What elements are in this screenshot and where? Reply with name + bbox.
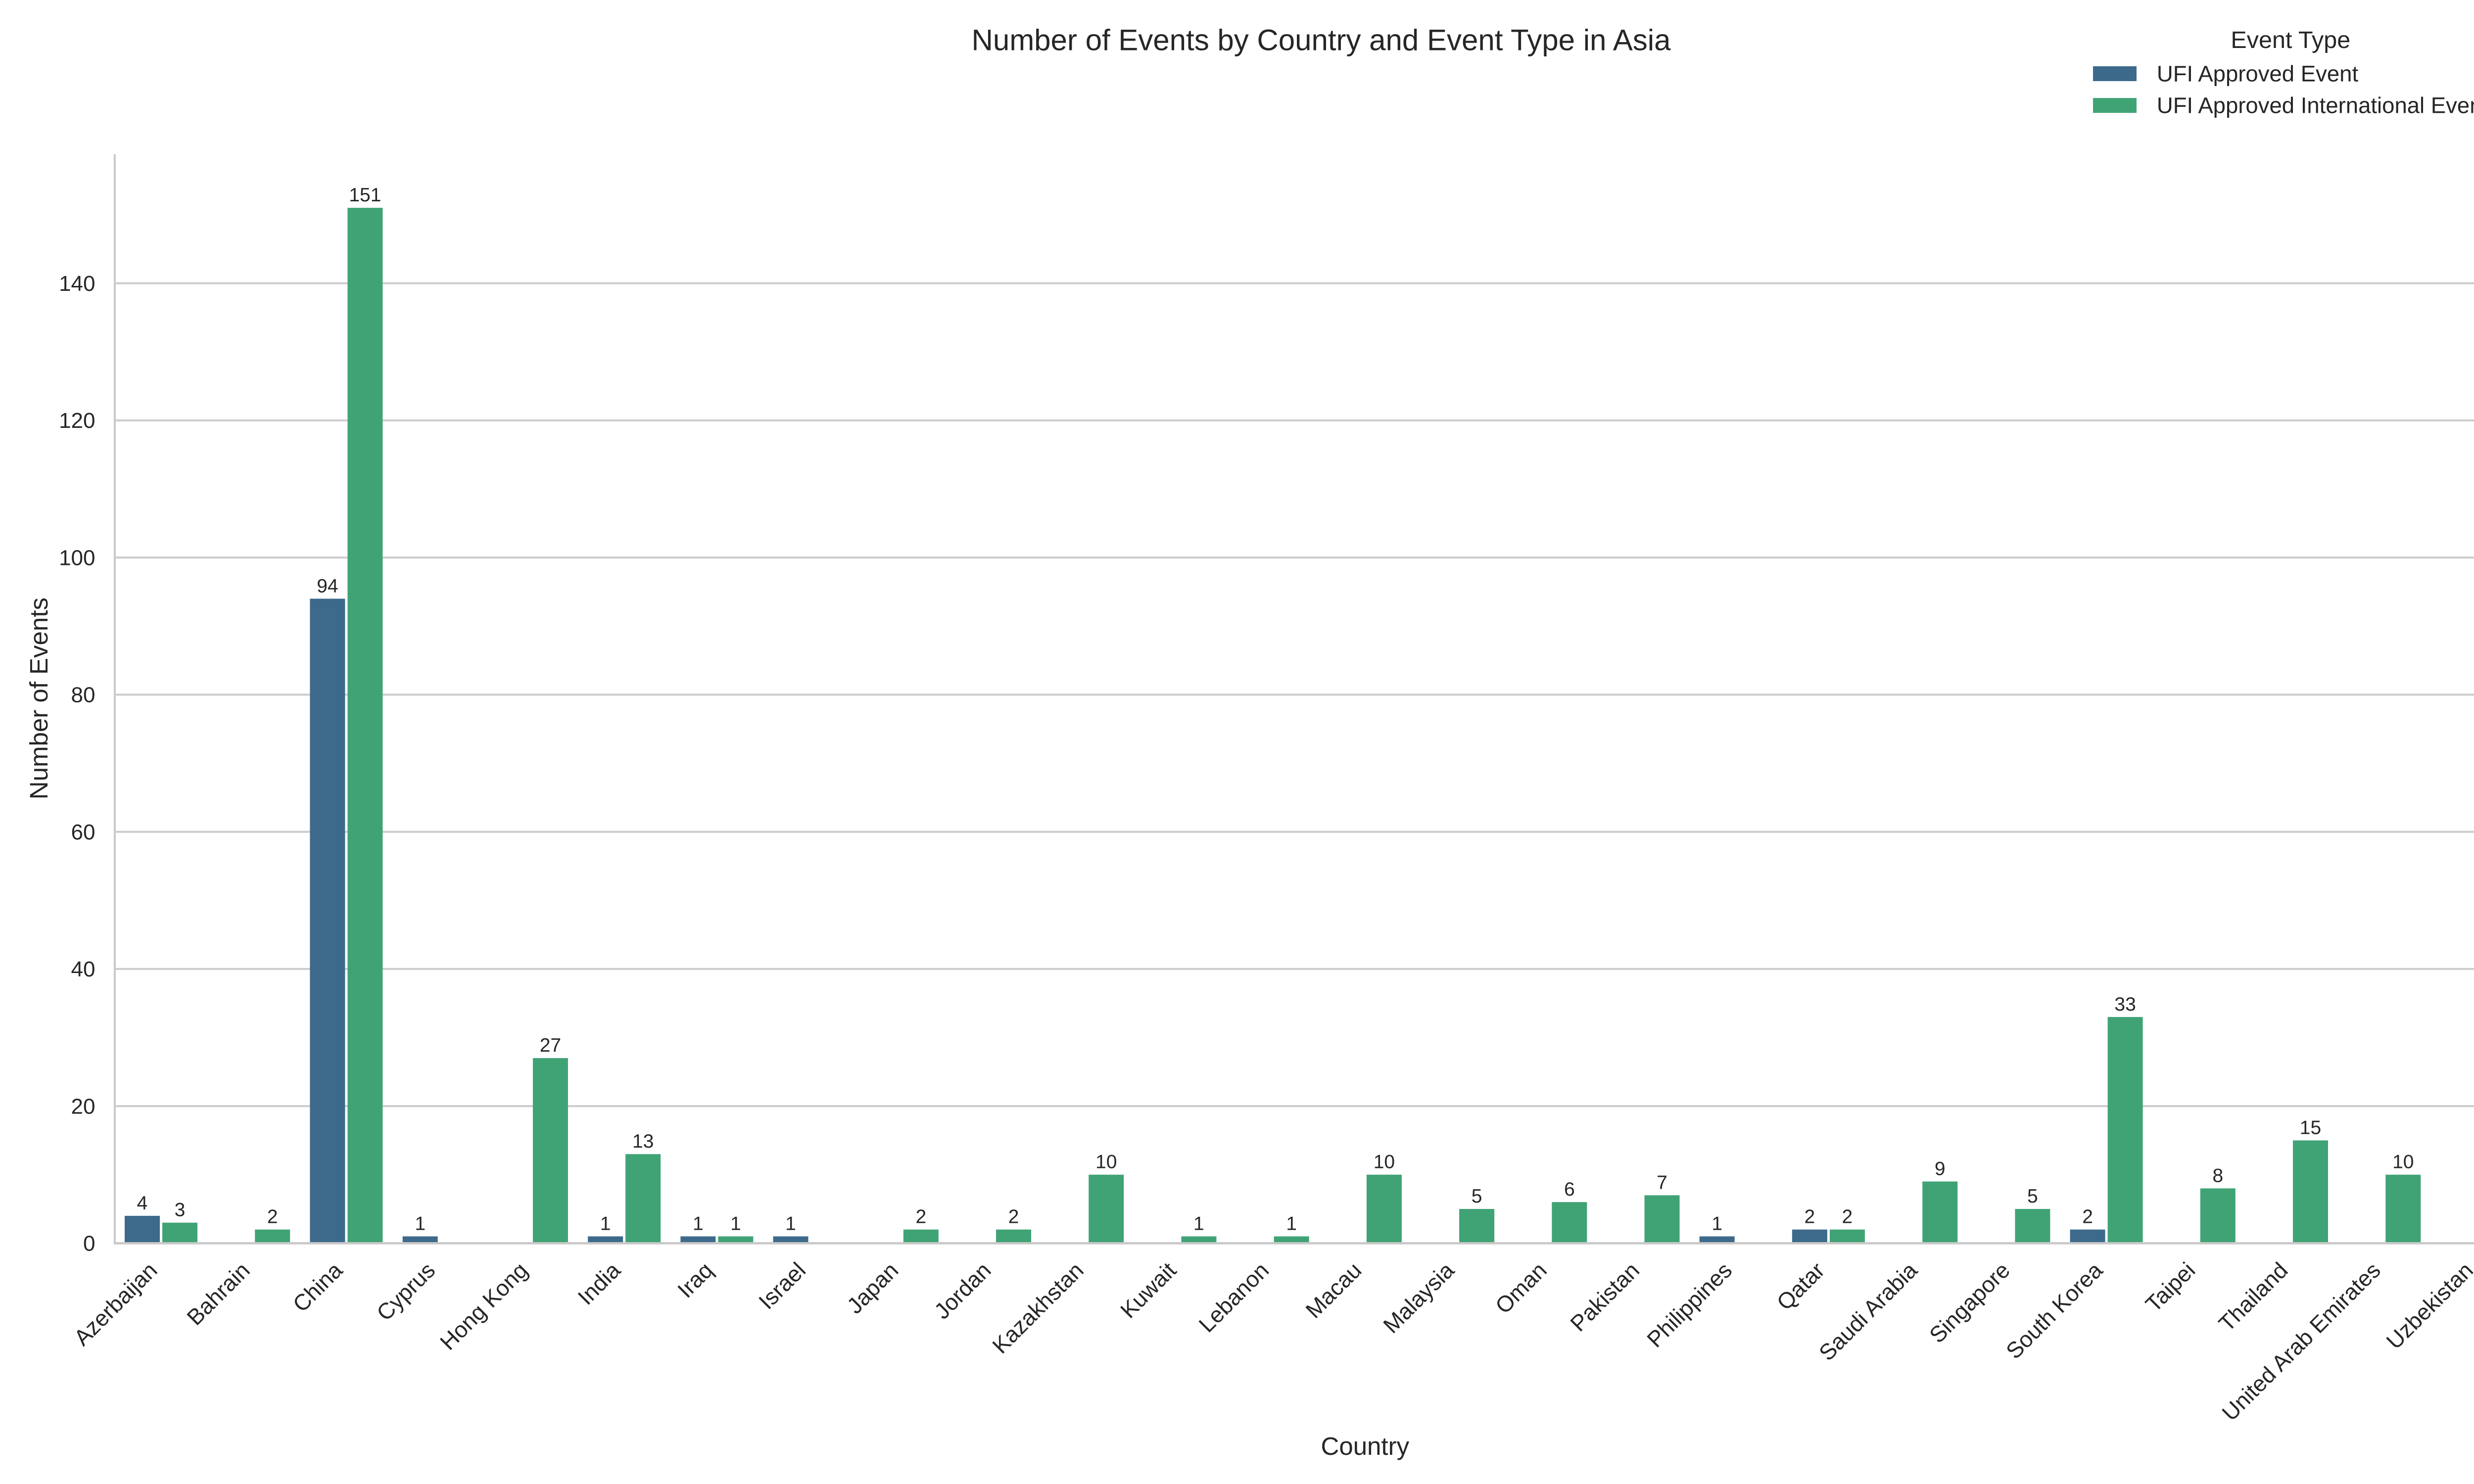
svg-text:UFI Approved Event: UFI Approved Event <box>2157 61 2359 87</box>
svg-text:1: 1 <box>1286 1213 1297 1234</box>
svg-text:4: 4 <box>137 1193 148 1214</box>
svg-text:9: 9 <box>1935 1159 1946 1180</box>
svg-text:Country: Country <box>1321 1432 1410 1460</box>
svg-text:Number of Events by Country an: Number of Events by Country and Event Ty… <box>972 24 1671 57</box>
svg-text:2: 2 <box>915 1206 926 1228</box>
svg-text:UFI Approved International Eve: UFI Approved International Event <box>2157 93 2474 118</box>
svg-text:151: 151 <box>349 185 381 206</box>
svg-text:5: 5 <box>2027 1186 2038 1207</box>
svg-text:1: 1 <box>1712 1213 1722 1234</box>
svg-text:1: 1 <box>785 1213 796 1234</box>
svg-text:60: 60 <box>71 820 95 844</box>
svg-text:15: 15 <box>2300 1117 2321 1138</box>
svg-text:1: 1 <box>600 1213 611 1234</box>
svg-text:3: 3 <box>175 1200 186 1221</box>
svg-text:100: 100 <box>59 546 95 570</box>
svg-text:2: 2 <box>267 1206 278 1228</box>
svg-text:Number of Events: Number of Events <box>25 598 53 799</box>
svg-text:1: 1 <box>415 1213 426 1234</box>
svg-text:1: 1 <box>1193 1213 1204 1234</box>
svg-text:40: 40 <box>71 957 95 981</box>
svg-text:33: 33 <box>2114 994 2136 1015</box>
svg-text:20: 20 <box>71 1094 95 1118</box>
svg-text:1: 1 <box>693 1213 704 1234</box>
svg-text:80: 80 <box>71 683 95 707</box>
svg-text:94: 94 <box>317 575 338 597</box>
svg-text:2: 2 <box>2082 1206 2093 1228</box>
svg-text:2: 2 <box>1842 1206 1853 1228</box>
svg-text:2: 2 <box>1805 1206 1815 1228</box>
svg-text:27: 27 <box>540 1035 561 1056</box>
svg-text:1: 1 <box>730 1213 741 1234</box>
svg-text:Event Type: Event Type <box>2231 27 2350 53</box>
svg-text:140: 140 <box>59 272 95 296</box>
svg-text:10: 10 <box>1374 1152 1395 1173</box>
svg-text:5: 5 <box>1472 1186 1482 1207</box>
svg-text:10: 10 <box>1095 1152 1117 1173</box>
svg-text:2: 2 <box>1008 1206 1019 1228</box>
svg-text:8: 8 <box>2212 1165 2223 1186</box>
svg-text:10: 10 <box>2392 1152 2414 1173</box>
svg-text:7: 7 <box>1657 1172 1667 1193</box>
svg-text:6: 6 <box>1564 1179 1575 1200</box>
svg-text:13: 13 <box>632 1131 654 1152</box>
svg-text:0: 0 <box>83 1232 95 1256</box>
svg-text:120: 120 <box>59 409 95 433</box>
